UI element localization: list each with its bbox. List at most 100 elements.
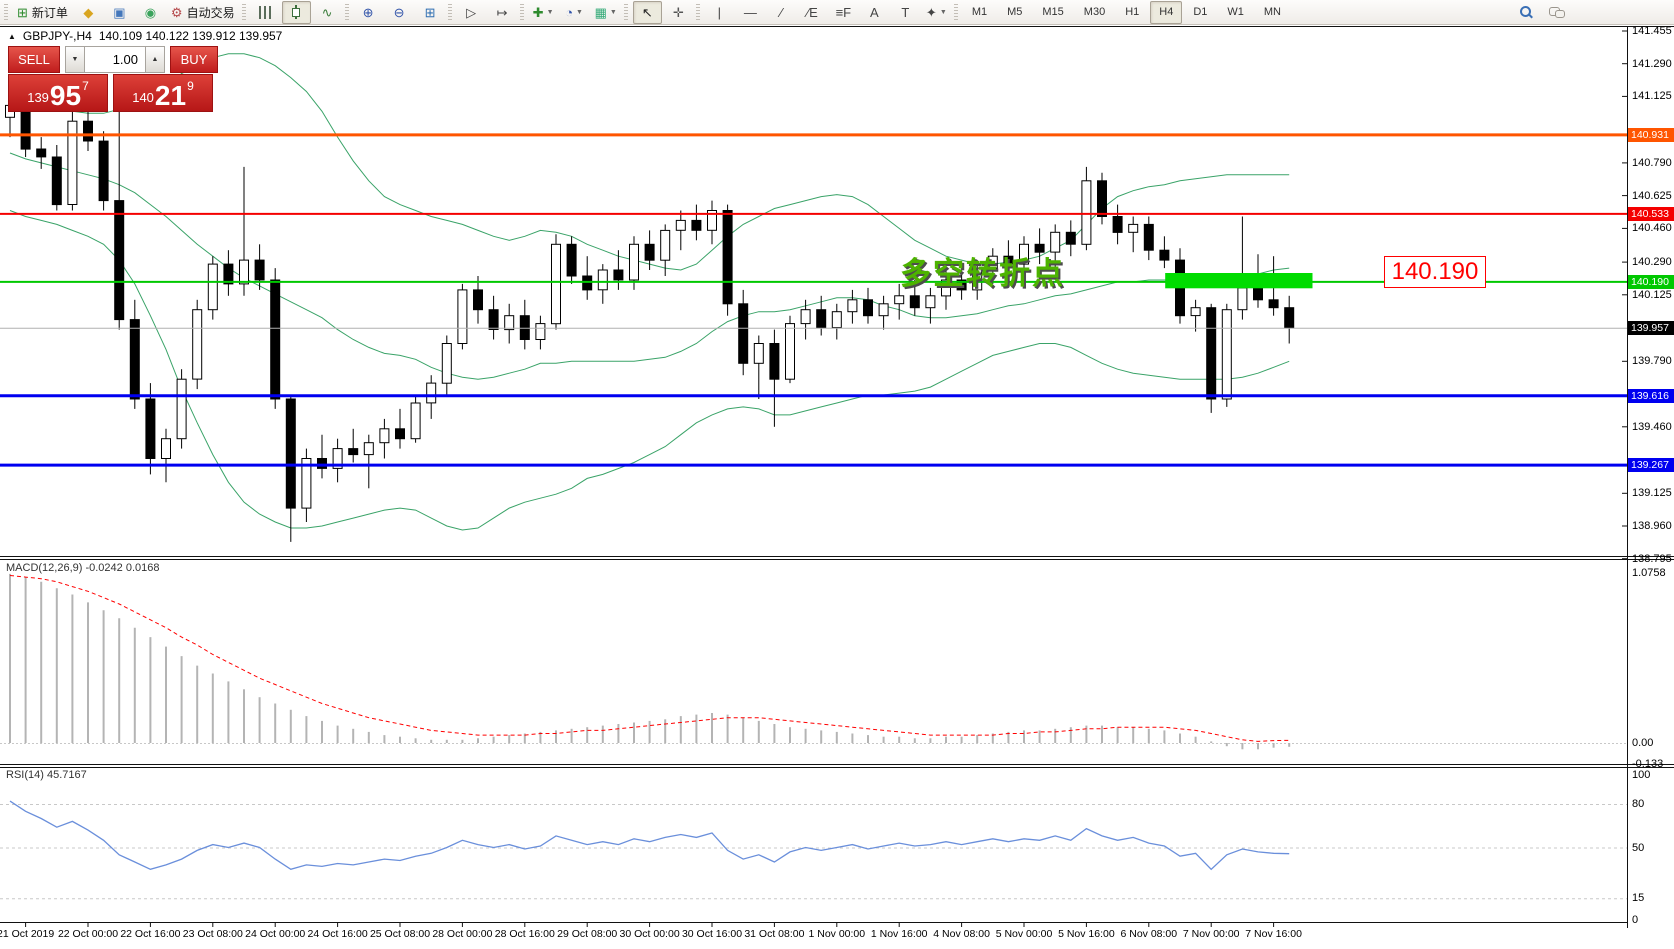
- symbol-name: GBPJPY-,H4: [22, 29, 92, 43]
- candle: [1034, 228, 1045, 265]
- text-button[interactable]: A: [860, 1, 889, 24]
- tf-mn-button-label: MN: [1263, 6, 1281, 18]
- tile-windows-button[interactable]: ⊞: [416, 1, 445, 24]
- sell-price-button[interactable]: 139 95 7: [8, 74, 108, 112]
- time-axis-label: 30 Oct 00:00: [619, 928, 680, 940]
- auto-scroll-icon: ▷: [466, 4, 477, 20]
- tf-m30-button[interactable]: M30: [1075, 1, 1114, 24]
- text-icon: A: [869, 4, 879, 20]
- toolbar-group-grip: [447, 4, 452, 20]
- candle: [644, 230, 655, 270]
- equidistant-channel-button[interactable]: ∕E: [798, 1, 827, 24]
- time-axis-label: 7 Nov 00:00: [1182, 928, 1240, 940]
- zoom-out-button[interactable]: ⊖: [385, 1, 414, 24]
- candle: [395, 408, 405, 449]
- candle: [1097, 172, 1107, 225]
- tf-m5-button[interactable]: M5: [998, 1, 1031, 24]
- text-label-icon: T: [901, 4, 910, 20]
- periods-button[interactable]: ◔ ▼: [560, 1, 589, 24]
- trendline-button[interactable]: ∕: [767, 1, 796, 24]
- autotrading-button-label: 自动交易: [186, 5, 235, 20]
- line-chart-button[interactable]: ∿: [313, 1, 342, 24]
- tf-h1-button-label: H1: [1125, 6, 1140, 18]
- trade-panel-toggle-icon[interactable]: ▲: [8, 31, 16, 41]
- price-callout-box[interactable]: 140.190: [1384, 256, 1486, 288]
- time-axis-label: 5 Nov 00:00: [995, 928, 1053, 940]
- chevron-down-icon[interactable]: ▼: [546, 8, 554, 16]
- search-button[interactable]: [1511, 1, 1540, 24]
- candle-icon: [291, 5, 301, 19]
- toolbar-group-grip: [241, 4, 246, 20]
- buy-button[interactable]: BUY: [170, 46, 218, 73]
- highlight-rectangle[interactable]: [1165, 273, 1313, 289]
- metaeditor-button[interactable]: ◆: [74, 1, 103, 24]
- horizontal-line-button[interactable]: —: [736, 1, 765, 24]
- fibonacci-button[interactable]: ≡F: [829, 1, 858, 24]
- macd-axis-label: 0.00: [1632, 737, 1654, 749]
- autotrading-button[interactable]: ⚙ 自动交易: [167, 1, 239, 24]
- price-axis-label: 139.460: [1632, 420, 1672, 433]
- candle: [1190, 299, 1201, 332]
- signals-button[interactable]: ◉: [136, 1, 165, 24]
- price-axis-label: 139.125: [1632, 487, 1672, 500]
- candle: [707, 200, 717, 245]
- tf-d1-button[interactable]: D1: [1184, 1, 1216, 24]
- chart-annotation-text[interactable]: 多空转折点: [900, 256, 1065, 291]
- rsi-indicator-label: RSI(14) 45.7167: [6, 769, 87, 781]
- volume-increase-button[interactable]: ▲: [145, 46, 165, 73]
- chart-shift-button[interactable]: ↦: [488, 1, 517, 24]
- tf-h1-button[interactable]: H1: [1116, 1, 1148, 24]
- fibonacci-icon: ≡F: [835, 4, 852, 20]
- tf-mn-button[interactable]: MN: [1255, 1, 1290, 24]
- sell-button[interactable]: SELL: [8, 46, 60, 73]
- tf-m15-button[interactable]: M15: [1033, 1, 1072, 24]
- candle: [317, 434, 327, 479]
- new-order-button[interactable]: ⊞ 新订单: [13, 1, 72, 24]
- candle: [987, 248, 998, 284]
- candle: [925, 287, 936, 324]
- tf-m30-button-label: M30: [1083, 6, 1106, 18]
- candle: [270, 268, 281, 409]
- arrows-button[interactable]: ✦ ▼: [922, 1, 951, 24]
- auto-scroll-button[interactable]: ▷: [457, 1, 486, 24]
- chat-icon: [1548, 6, 1565, 19]
- candlestick-chart-button[interactable]: [281, 0, 311, 24]
- time-axis-label: 29 Oct 08:00: [557, 928, 618, 940]
- zoom-in-button[interactable]: ⊕: [354, 1, 383, 24]
- crosshair-button[interactable]: ✛: [664, 1, 693, 24]
- community-button[interactable]: ▣: [105, 1, 134, 24]
- cursor-button[interactable]: ↖: [632, 0, 662, 24]
- trendline-icon: ∕: [780, 4, 783, 20]
- candle: [1221, 303, 1232, 407]
- candle: [1003, 240, 1014, 276]
- tf-m1-button[interactable]: M1: [963, 1, 996, 24]
- toolbar-group-grip: [519, 4, 524, 20]
- bar-chart-button[interactable]: [251, 1, 280, 24]
- time-axis-label: 7 Nov 16:00: [1245, 928, 1302, 940]
- bollinger-middle-band[interactable]: [9, 152, 1290, 380]
- volume-decrease-button[interactable]: ▼: [65, 46, 85, 73]
- chat-button[interactable]: [1542, 1, 1571, 24]
- buy-price-button[interactable]: 140 21 9: [113, 74, 213, 112]
- bollinger-lower-band[interactable]: [9, 210, 1290, 531]
- time-axis-label: 1 Nov 00:00: [808, 928, 866, 940]
- tf-w1-button[interactable]: W1: [1218, 1, 1253, 24]
- text-label-button[interactable]: T: [891, 1, 920, 24]
- chevron-down-icon[interactable]: ▼: [576, 8, 583, 16]
- volume-input[interactable]: 1.00: [85, 46, 145, 73]
- toolbar-right-group: [1510, 1, 1572, 24]
- vertical-line-button[interactable]: |: [705, 1, 734, 24]
- chevron-down-icon[interactable]: ▼: [939, 8, 947, 16]
- chevron-down-icon[interactable]: ▼: [609, 8, 617, 16]
- candle: [285, 395, 296, 542]
- sell-price-pip: 7: [82, 79, 89, 93]
- candle: [332, 438, 343, 483]
- community-icon: ▣: [113, 4, 126, 20]
- rsi-line: [9, 800, 1290, 871]
- indicators-button[interactable]: ✚ ▼: [529, 1, 558, 24]
- macd-axis-label: -0.133: [1632, 758, 1664, 770]
- templates-button[interactable]: ▦ ▼: [591, 1, 621, 24]
- tf-h4-button[interactable]: H4: [1150, 0, 1183, 24]
- candle: [129, 299, 140, 409]
